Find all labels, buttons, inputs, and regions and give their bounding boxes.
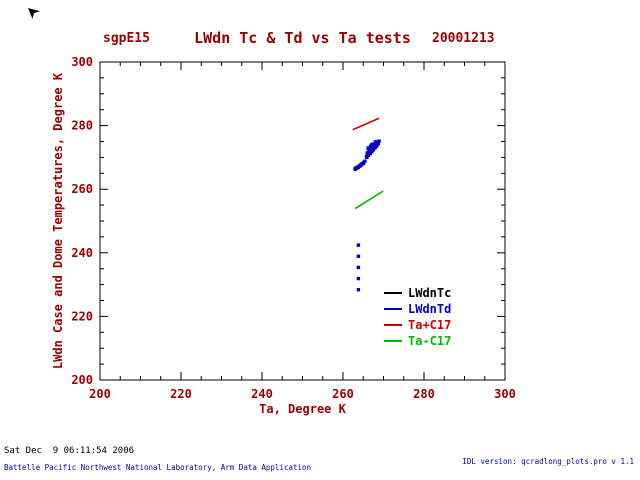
series-line-Ta-C17	[354, 190, 384, 210]
series-point-LWdnTd	[356, 276, 361, 281]
series-point-LWdnTd	[356, 287, 361, 292]
y-tick-label: 300	[71, 55, 93, 69]
y-tick-label: 220	[71, 309, 93, 323]
legend-item-Ta+C17: Ta+C17	[384, 317, 451, 333]
legend-item-LWdnTd: LWdnTd	[384, 301, 451, 317]
page-title: LWdn Tc & Td vs Ta tests	[194, 29, 411, 47]
legend-marker-LWdnTc	[384, 292, 402, 294]
series-point-LWdnTd	[363, 159, 367, 163]
legend-label: Ta+C17	[408, 318, 452, 332]
site-label: sgpE15	[103, 31, 150, 46]
series-line-Ta+C17	[352, 117, 380, 131]
legend-item-LWdnTc: LWdnTc	[384, 285, 451, 301]
legend: LWdnTc LWdnTd Ta+C17 Ta-C17	[384, 285, 451, 349]
series-point-LWdnTd	[369, 143, 374, 147]
x-tick-label: 260	[332, 387, 354, 401]
y-tick-label: 280	[71, 119, 93, 133]
legend-marker-Ta+C17	[384, 324, 402, 326]
x-tick-label: 240	[251, 387, 273, 401]
series-point-LWdnTd	[377, 139, 381, 143]
series-point-LWdnTd	[356, 265, 361, 270]
x-tick-label: 220	[170, 387, 192, 401]
y-tick-label: 260	[71, 182, 93, 196]
series-point-LWdnTd	[373, 140, 378, 144]
y-tick-label: 240	[71, 246, 93, 260]
legend-label: Ta-C17	[408, 334, 452, 348]
legend-marker-Ta-C17	[384, 340, 402, 342]
footer-version-block: IDL version: qcradlong_plots.pro v 1.1 D…	[399, 442, 634, 480]
x-axis-label: Ta, Degree K	[259, 402, 346, 416]
x-tick-label: 300	[494, 387, 516, 401]
footer-timestamp: Sat Dec 9 06:11:54 2006	[4, 446, 135, 456]
series-point-LWdnTd	[376, 142, 380, 146]
footer-lab-credit: Battelle Pacific Northwest National Labo…	[4, 463, 312, 472]
legend-label: LWdnTc	[408, 286, 452, 300]
series-point-LWdnTd	[367, 146, 372, 150]
footer-idl-version: IDL version: qcradlong_plots.pro v 1.1	[462, 457, 634, 466]
series-point-LWdnTd	[356, 243, 361, 247]
legend-item-Ta-C17: Ta-C17	[384, 333, 451, 349]
plot-date-label: 20001213	[432, 31, 495, 46]
x-tick-label: 280	[413, 387, 435, 401]
legend-marker-LWdnTd	[384, 308, 402, 310]
y-tick-label: 200	[71, 373, 93, 387]
y-axis-label: LWdn Case and Dome Temperatures, Degree …	[51, 72, 65, 370]
x-tick-label: 200	[89, 387, 111, 401]
legend-label: LWdnTd	[408, 302, 452, 316]
series-point-LWdnTd	[356, 254, 361, 258]
